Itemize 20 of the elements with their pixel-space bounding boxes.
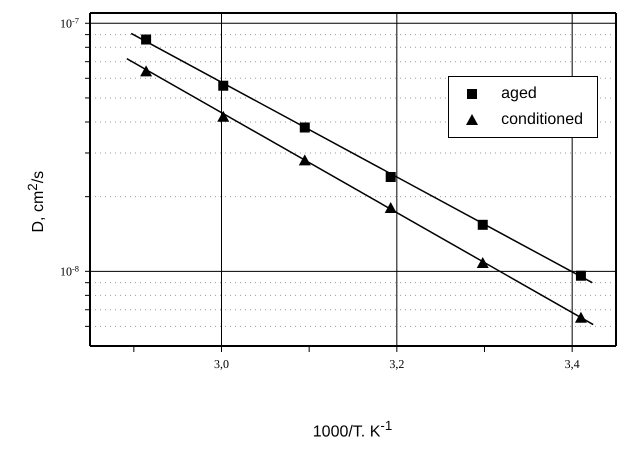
point — [218, 80, 228, 91]
point — [141, 34, 152, 45]
x-tick-label: 3,4 — [564, 357, 580, 371]
x-tick-label: 3,0 — [214, 357, 229, 371]
point — [217, 110, 230, 122]
point — [574, 312, 587, 323]
x-tick-label: 3,2 — [389, 357, 404, 371]
y-tick-label: 10$^{-8}$ — [60, 264, 79, 278]
x-axis-title: 1000/T. K$^{-1}$ — [312, 418, 394, 442]
y-tick-label: 10$^{-7}$ — [60, 16, 79, 30]
point — [386, 172, 396, 182]
point — [298, 154, 311, 166]
legend-label: aged — [501, 85, 537, 103]
point — [140, 65, 152, 76]
point — [478, 220, 488, 230]
point — [576, 270, 586, 281]
point — [300, 122, 310, 133]
legend-label: conditioned — [501, 111, 583, 129]
point — [476, 257, 489, 268]
point — [384, 202, 397, 214]
